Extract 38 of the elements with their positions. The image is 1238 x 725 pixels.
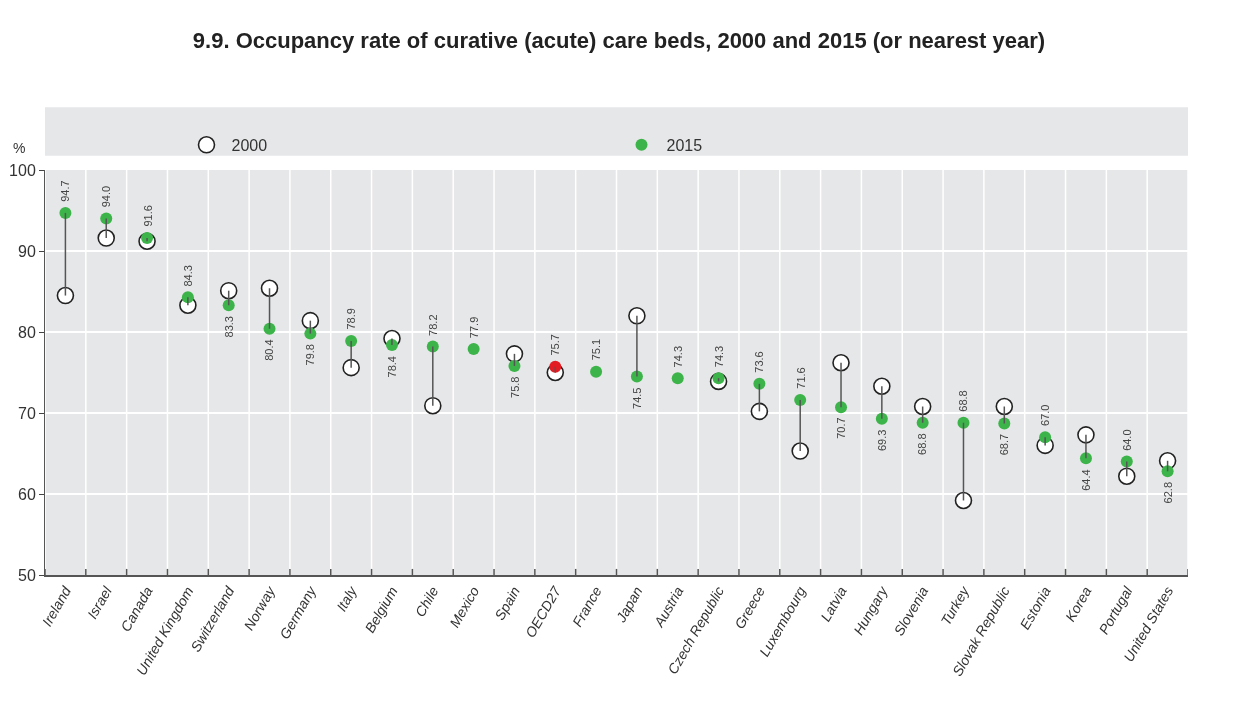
data-label: 78.9 <box>344 308 357 330</box>
y-tick-label: 80 <box>18 323 36 341</box>
data-label: 62.8 <box>1161 481 1174 504</box>
data-label: 78.4 <box>385 356 398 378</box>
data-label: 77.9 <box>468 316 481 339</box>
data-label: 84.3 <box>182 265 195 287</box>
data-label: 91.6 <box>141 205 154 227</box>
data-label: 74.5 <box>630 387 643 409</box>
data-label: 73.6 <box>753 351 766 373</box>
y-tick-label: 70 <box>18 404 36 422</box>
data-label: 64.0 <box>1120 429 1133 451</box>
data-label: 68.8 <box>916 433 929 455</box>
data-label: 69.3 <box>875 429 888 452</box>
data-label: 94.7 <box>58 180 71 202</box>
data-label: 68.7 <box>998 433 1011 456</box>
y-tick-label: 50 <box>18 566 36 584</box>
data-label: 79.8 <box>304 344 317 366</box>
data-label: 74.3 <box>672 345 685 368</box>
data-label: 75.8 <box>508 376 521 398</box>
data-label: 70.7 <box>835 417 848 439</box>
data-label: 75.7 <box>548 334 561 356</box>
legend-label: 2015 <box>666 137 703 155</box>
y-tick-label: 60 <box>18 485 36 503</box>
data-label: 83.3 <box>222 316 235 338</box>
data-label: 78.2 <box>426 314 439 336</box>
data-label: 94.0 <box>100 185 113 208</box>
data-label: 71.6 <box>794 367 807 389</box>
chart-title: 9.9. Occupancy rate of curative (acute) care beds, 2000 and 2015 (or nearest year) <box>192 28 1046 54</box>
data-label: 80.4 <box>263 339 276 361</box>
data-label: 68.8 <box>957 390 970 412</box>
legend-label: 2000 <box>231 137 268 155</box>
data-label: 67.0 <box>1039 404 1052 426</box>
data-label: 64.4 <box>1080 469 1093 491</box>
y-axis-title: % <box>13 140 26 156</box>
y-tick-label: 100 <box>9 161 36 179</box>
data-label: 75.1 <box>589 338 602 361</box>
data-label: 74.3 <box>712 345 725 368</box>
y-tick-label: 90 <box>18 242 36 260</box>
